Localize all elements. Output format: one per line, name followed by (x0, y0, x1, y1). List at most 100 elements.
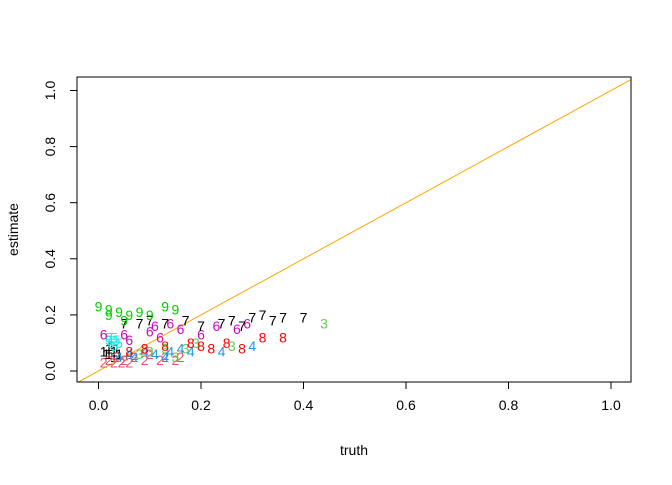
data-point-6: 6 (197, 327, 205, 343)
data-point-1: 1 (115, 346, 123, 362)
data-point-5: 5 (105, 329, 113, 345)
data-point-9: 9 (125, 307, 133, 323)
data-point-2: 2 (105, 352, 113, 368)
data-point-2: 2 (156, 352, 164, 368)
y-tick-label: 0.6 (42, 193, 58, 213)
data-point-7: 7 (182, 313, 190, 329)
data-point-6: 6 (177, 321, 185, 337)
data-point-7: 7 (136, 315, 144, 331)
data-point-5: 5 (105, 332, 113, 348)
data-point-4: 4 (161, 349, 169, 365)
data-point-3: 3 (228, 338, 236, 354)
data-point-7: 7 (279, 310, 287, 326)
data-point-8: 8 (187, 335, 195, 351)
data-point-3: 3 (136, 346, 144, 362)
data-point-2: 2 (113, 349, 121, 365)
data-point-5: 5 (107, 335, 115, 351)
data-point-2: 2 (100, 355, 108, 371)
data-point-8: 8 (223, 335, 231, 351)
data-point-7: 7 (120, 315, 128, 331)
data-point-4: 4 (115, 349, 123, 365)
data-point-6: 6 (233, 321, 241, 337)
data-point-2: 2 (161, 349, 169, 365)
data-point-6: 6 (120, 327, 128, 343)
data-point-8: 8 (207, 341, 215, 357)
x-axis-title: truth (340, 442, 368, 458)
data-point-7: 7 (161, 315, 169, 331)
data-point-4: 4 (141, 343, 149, 359)
data-point-1: 1 (110, 349, 118, 365)
data-point-8: 8 (238, 341, 246, 357)
data-point-1: 1 (110, 343, 118, 359)
x-tick-label: 0.6 (396, 397, 416, 413)
data-point-9: 9 (146, 307, 154, 323)
data-point-6: 6 (151, 318, 159, 334)
y-tick-label: 1.0 (42, 81, 58, 101)
data-point-7: 7 (238, 318, 246, 334)
y-tick-label: 0.8 (42, 137, 58, 157)
data-point-3: 3 (182, 341, 190, 357)
data-point-3: 3 (192, 335, 200, 351)
data-point-7: 7 (259, 307, 267, 323)
x-tick-label: 1.0 (601, 397, 621, 413)
data-point-9: 9 (136, 304, 144, 320)
data-point-5: 5 (113, 332, 121, 348)
y-tick-label: 0.0 (42, 361, 58, 381)
data-point-8: 8 (161, 338, 169, 354)
data-point-2: 2 (110, 355, 118, 371)
data-point-4: 4 (166, 343, 174, 359)
x-axis: 0.0 0.2 0.4 0.6 0.8 1.0 (89, 381, 621, 413)
data-point-9: 9 (115, 304, 123, 320)
data-point-1: 1 (113, 341, 121, 357)
data-point-9: 9 (120, 313, 128, 329)
x-tick-label: 0.4 (294, 397, 314, 413)
data-point-7: 7 (146, 313, 154, 329)
data-point-8: 8 (259, 329, 267, 345)
data-point-1: 1 (102, 346, 110, 362)
data-point-3: 3 (320, 315, 328, 331)
data-point-8: 8 (125, 343, 133, 359)
data-point-5: 5 (115, 335, 123, 351)
data-point-2: 2 (171, 352, 179, 368)
data-point-8: 8 (279, 329, 287, 345)
data-point-6: 6 (146, 324, 154, 340)
data-point-9: 9 (105, 307, 113, 323)
data-point-6: 6 (125, 332, 133, 348)
data-point-8: 8 (197, 338, 205, 354)
data-point-2: 2 (146, 346, 154, 362)
data-point-5: 5 (110, 329, 118, 345)
data-point-9: 9 (105, 301, 113, 317)
data-point-1: 1 (105, 346, 113, 362)
data-point-7: 7 (218, 315, 226, 331)
data-point-8: 8 (141, 341, 149, 357)
data-point-4: 4 (177, 341, 185, 357)
data-point-2: 2 (125, 355, 133, 371)
data-point-7: 7 (197, 318, 205, 334)
data-point-3: 3 (146, 343, 154, 359)
data-point-4: 4 (151, 346, 159, 362)
data-point-6: 6 (156, 329, 164, 345)
x-tick-label: 0.2 (191, 397, 211, 413)
data-point-1: 1 (105, 341, 113, 357)
x-tick-label: 0.0 (89, 397, 109, 413)
data-point-4: 4 (130, 349, 138, 365)
data-point-2: 2 (130, 349, 138, 365)
data-point-2: 2 (118, 355, 126, 371)
data-point-4: 4 (248, 338, 256, 354)
x-tick-label: 0.8 (499, 397, 519, 413)
data-point-9: 9 (171, 301, 179, 317)
data-point-9: 9 (161, 298, 169, 314)
data-point-2: 2 (177, 349, 185, 365)
y-axis-title: estimate (5, 203, 21, 256)
data-point-3: 3 (161, 341, 169, 357)
data-point-6: 6 (243, 315, 251, 331)
data-point-1: 1 (107, 338, 115, 354)
data-point-6: 6 (212, 318, 220, 334)
data-point-7: 7 (248, 310, 256, 326)
data-point-9: 9 (95, 298, 103, 314)
data-point-7: 7 (269, 313, 277, 329)
data-point-5: 5 (110, 338, 118, 354)
data-point-2: 2 (141, 352, 149, 368)
